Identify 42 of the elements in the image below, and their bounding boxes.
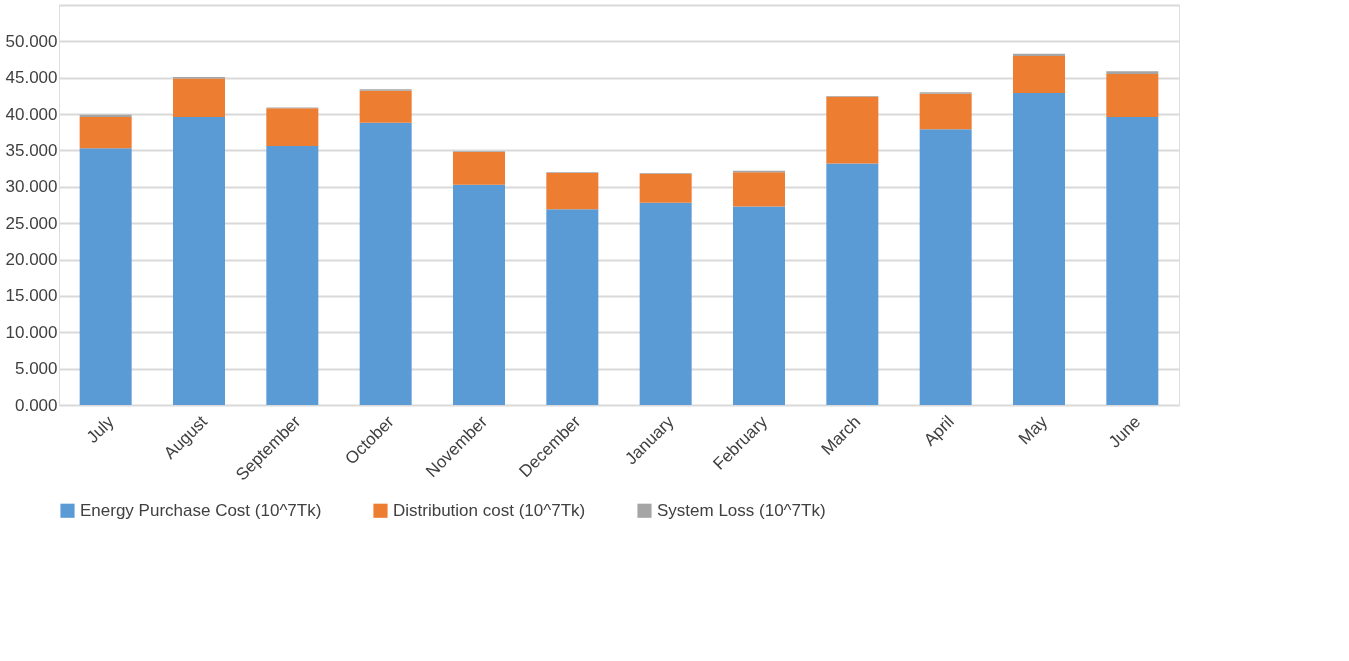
y-tick-label: 10.000 <box>5 322 58 342</box>
bar <box>639 173 692 203</box>
y-tick-label: 50.000 <box>5 31 58 51</box>
legend-label: System Loss (10^7Tk) <box>657 500 826 520</box>
bar <box>173 117 225 405</box>
bar <box>1106 74 1159 117</box>
bar <box>173 78 225 117</box>
bar <box>1106 117 1159 405</box>
bar <box>919 93 972 130</box>
bar <box>919 129 972 405</box>
y-tick-label: 35.000 <box>5 140 58 160</box>
bar <box>79 117 132 149</box>
bar <box>733 206 785 405</box>
y-tick-label: 45.000 <box>5 68 58 88</box>
legend-label: Energy Purchase Cost (10^7Tk) <box>80 500 322 520</box>
bar <box>826 96 879 164</box>
y-tick-label: 25.000 <box>5 213 58 233</box>
bar <box>79 148 132 405</box>
bar <box>1013 55 1065 93</box>
bar <box>546 209 599 405</box>
bar <box>733 172 785 207</box>
legend-label: Distribution cost (10^7Tk) <box>393 500 586 520</box>
y-tick-label: 30.000 <box>5 177 58 197</box>
bar <box>1106 71 1159 75</box>
bar <box>359 122 412 405</box>
bar <box>79 114 132 117</box>
bar <box>1013 93 1065 405</box>
y-tick-label: 40.000 <box>5 104 58 124</box>
bar <box>266 146 319 405</box>
bar <box>266 108 319 147</box>
y-tick-label: 5.000 <box>14 359 58 379</box>
y-tick-label: 15.000 <box>5 286 58 306</box>
bar <box>359 90 412 123</box>
y-tick-label: 20.000 <box>5 250 58 270</box>
y-tick-label: 0.000 <box>14 395 58 415</box>
bar <box>453 151 505 185</box>
bar <box>826 163 879 405</box>
x-tick-label: July <box>82 411 119 447</box>
bar <box>453 184 505 405</box>
bar <box>639 202 692 405</box>
bar <box>1013 53 1065 56</box>
bar <box>546 173 599 210</box>
